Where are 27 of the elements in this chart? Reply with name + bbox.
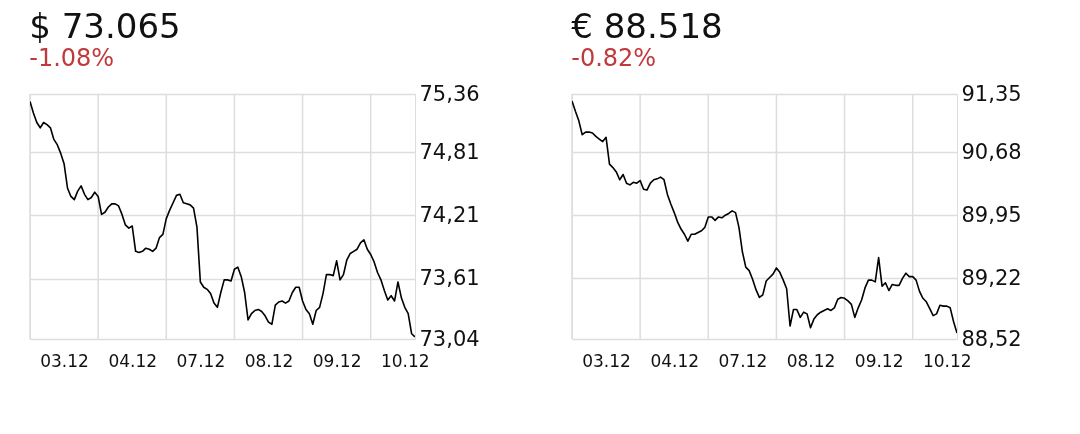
chart-title: $ 73.065 — [29, 6, 181, 46]
y-tick-label: 74,21 — [419, 202, 480, 227]
chart-title: € 88.518 — [571, 6, 723, 46]
y-tick-label: 90,68 — [961, 139, 1022, 164]
y-tick-label: 88,52 — [961, 326, 1022, 351]
x-tick-label: 07.12 — [176, 350, 226, 371]
x-tick-label: 09.12 — [312, 350, 362, 371]
x-tick-label: 09.12 — [854, 350, 904, 371]
x-tick-label: 03.12 — [582, 350, 631, 371]
y-tick-label: 73,61 — [419, 266, 480, 291]
chart-subtitle: -0.82% — [571, 44, 657, 72]
y-tick-label: 89,22 — [961, 265, 1022, 290]
x-tick-label: 08.12 — [244, 350, 294, 371]
x-tick-label: 10.12 — [922, 350, 972, 371]
line-series — [572, 100, 957, 334]
y-tick-label: 89,95 — [961, 202, 1022, 227]
y-tick-label: 73,04 — [419, 326, 480, 351]
x-tick-label: 10.12 — [380, 350, 430, 371]
y-tick-label: 74,81 — [419, 139, 480, 164]
x-tick-label: 07.12 — [718, 350, 768, 371]
x-tick-label: 04.12 — [108, 350, 158, 371]
chart-subtitle: -1.08% — [29, 44, 115, 72]
x-tick-label: 03.12 — [40, 350, 89, 371]
y-tick-label: 75,36 — [419, 81, 480, 106]
y-tick-label: 91,35 — [961, 81, 1022, 106]
x-tick-label: 08.12 — [786, 350, 836, 371]
x-tick-label: 04.12 — [650, 350, 700, 371]
